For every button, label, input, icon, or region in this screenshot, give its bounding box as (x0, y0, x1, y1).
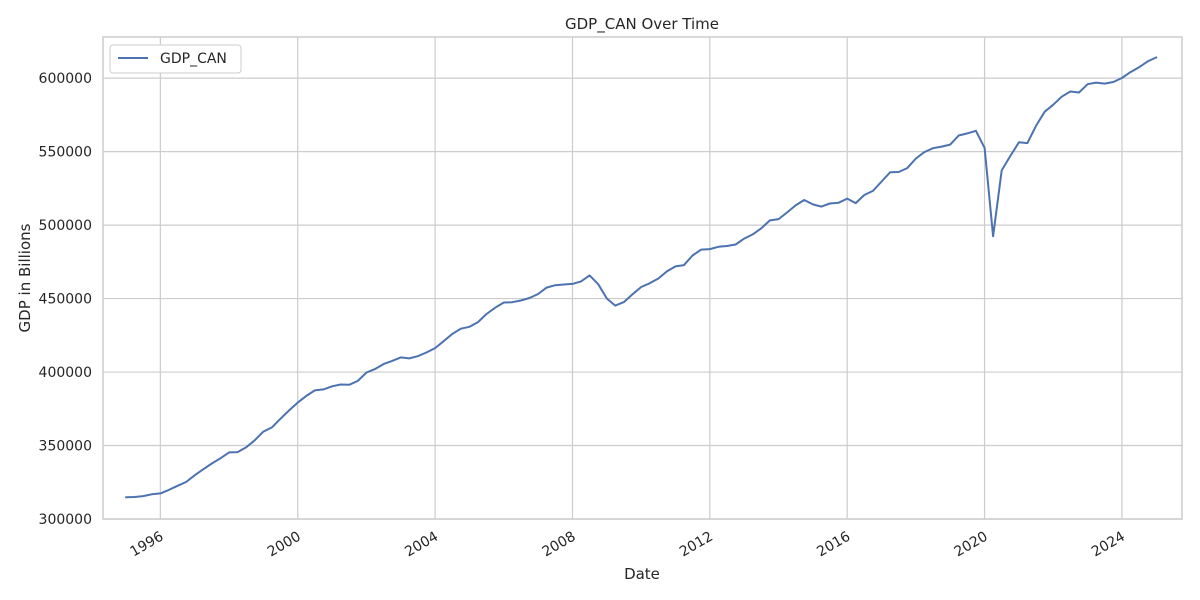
y-tick-label: 550000 (39, 145, 92, 161)
y-tick-label: 450000 (39, 292, 92, 308)
x-axis-ticks: 1996 2000 2004 2008 2012 2016 2020 2024 (127, 529, 1128, 561)
y-axis-ticks: 300000 350000 400000 450000 500000 550000 6000… (39, 71, 92, 528)
y-tick-label: 600000 (39, 71, 92, 87)
y-tick-label: 500000 (39, 218, 92, 234)
x-tick-label: 2004 (402, 529, 441, 561)
x-axis-label: Date (624, 565, 660, 583)
series-layer (125, 56, 1158, 499)
y-tick-label: 350000 (39, 439, 92, 455)
x-tick-label: 2012 (677, 529, 716, 561)
y-tick-label: 300000 (39, 512, 92, 528)
plot-area-frame (102, 36, 1183, 520)
legend-label-gdp-can: GDP_CAN (160, 51, 227, 67)
legend-box (109, 44, 242, 74)
x-tick-label: 2024 (1089, 529, 1128, 561)
y-axis-label: GDP in Billions (16, 223, 34, 332)
y-tick-label: 400000 (39, 365, 92, 381)
x-tick-label: 1996 (127, 529, 166, 561)
x-tick-label: 2020 (952, 529, 991, 561)
x-tick-label: 2016 (814, 529, 853, 561)
y-gridlines (103, 77, 1182, 520)
x-tick-label: 2008 (540, 529, 579, 561)
legend: GDP_CAN (109, 44, 242, 74)
x-tick-label: 2000 (265, 529, 304, 561)
x-gridlines (159, 37, 1123, 519)
series-line-gdp-can (125, 56, 1158, 499)
chart-title: GDP_CAN Over Time (565, 15, 719, 34)
